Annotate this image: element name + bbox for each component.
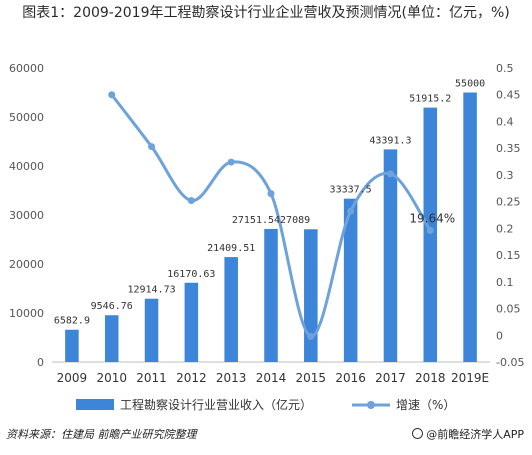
right-tick-label: 0 — [496, 329, 503, 342]
growth-point — [148, 143, 156, 151]
left-tick-label: 50000 — [9, 111, 44, 124]
growth-data-label: 19.64% — [409, 212, 455, 226]
left-tick-label: 10000 — [9, 307, 44, 320]
bar-series — [65, 92, 477, 363]
bar-data-label: 55000 — [455, 79, 485, 90]
bar — [184, 282, 199, 362]
bar — [224, 257, 238, 362]
right-tick-label: 0.25 — [496, 196, 521, 209]
left-tick-label: 30000 — [9, 209, 44, 222]
legend-line-label: 增速（%） — [396, 398, 455, 412]
growth-line — [110, 93, 432, 338]
footer: 资料来源：住建局 前瞻产业研究院整理 @前瞻经济学人APP — [0, 424, 532, 444]
bar — [463, 92, 477, 362]
right-tick-label: -0.05 — [496, 356, 524, 369]
left-tick-label: 0 — [37, 356, 44, 369]
source-note: 资料来源：住建局 前瞻产业研究院整理 — [6, 428, 197, 441]
x-tick-label: 2009 — [57, 371, 88, 385]
bar — [65, 329, 79, 362]
growth-point — [347, 207, 355, 215]
bar — [343, 198, 358, 362]
bar — [104, 315, 119, 362]
bar-data-label: 21409.51 — [207, 243, 255, 254]
brand-credit: @前瞻经济学人APP — [412, 426, 524, 442]
x-tick-label: 2011 — [136, 371, 167, 385]
growth-point — [227, 158, 235, 166]
bar-data-label: 27151.5427089 — [232, 215, 310, 226]
line-series: 19.64% — [108, 91, 455, 340]
right-tick-label: 0.45 — [496, 89, 521, 102]
bar-data-label: 33337.5 — [330, 185, 372, 196]
x-tick-label: 2018 — [415, 371, 446, 385]
bar-data-label: 51915.2 — [409, 94, 451, 105]
x-tick-label: 2015 — [296, 371, 327, 385]
brand-icon — [412, 428, 424, 439]
x-axis-labels: 2009 2010 2011 2012 2013 2014 2015 2016 2017 2018… — [57, 371, 490, 385]
chart-title: 图表1：2009-2019年工程勘察设计行业企业营收及预测情况(单位：亿元，%) — [22, 5, 510, 21]
brand-text: @前瞻经济学人APP — [426, 428, 524, 441]
left-tick-label: 60000 — [9, 62, 44, 75]
x-tick-label: 2016 — [335, 371, 366, 385]
right-tick-label: 0.15 — [496, 249, 521, 262]
right-tick-label: 0.05 — [496, 303, 521, 316]
bar — [423, 107, 438, 363]
bar-data-label: 6582.9 — [54, 316, 90, 327]
legend-bar-label: 工程勘察设计行业营业收入（亿元） — [120, 397, 312, 412]
x-tick-label: 2019E — [451, 371, 489, 385]
x-tick-label: 2012 — [176, 371, 207, 385]
bar — [383, 149, 398, 362]
growth-point — [108, 91, 116, 99]
left-tick-label: 20000 — [9, 258, 44, 271]
right-tick-label: 0.5 — [496, 62, 514, 75]
legend-line-marker — [367, 401, 375, 409]
growth-point — [187, 197, 195, 205]
growth-point — [386, 170, 394, 178]
bar-data-label: 9546.76 — [91, 301, 133, 312]
growth-point — [307, 332, 315, 340]
bar-data-label: 12914.73 — [127, 285, 175, 296]
left-tick-label: 40000 — [9, 160, 44, 173]
right-tick-label: 0.3 — [496, 169, 514, 182]
right-tick-label: 0.1 — [496, 276, 514, 289]
growth-point — [426, 227, 434, 235]
left-axis: 0 10000 20000 30000 40000 50000 60000 — [9, 62, 44, 369]
legend: 工程勘察设计行业营业收入（亿元） 增速（%） — [76, 397, 455, 412]
bar — [144, 298, 159, 362]
right-tick-label: 0.2 — [496, 222, 514, 235]
bar-data-label: 43391.3 — [369, 135, 411, 146]
right-tick-label: 0.35 — [496, 142, 521, 155]
x-tick-label: 2013 — [216, 371, 247, 385]
bar — [264, 228, 278, 362]
right-tick-label: 0.4 — [496, 115, 514, 128]
bar-data-label: 16170.63 — [167, 269, 215, 280]
x-tick-label: 2017 — [375, 371, 406, 385]
legend-bar-swatch — [76, 399, 114, 410]
growth-point — [267, 190, 275, 198]
x-tick-label: 2010 — [96, 371, 127, 385]
x-tick-label: 2014 — [256, 371, 287, 385]
bar — [304, 229, 318, 362]
right-axis: -0.05 0 0.05 0.1 0.15 0.2 0.25 0.3 0.35 0.4 0.45 0.… — [496, 62, 524, 369]
